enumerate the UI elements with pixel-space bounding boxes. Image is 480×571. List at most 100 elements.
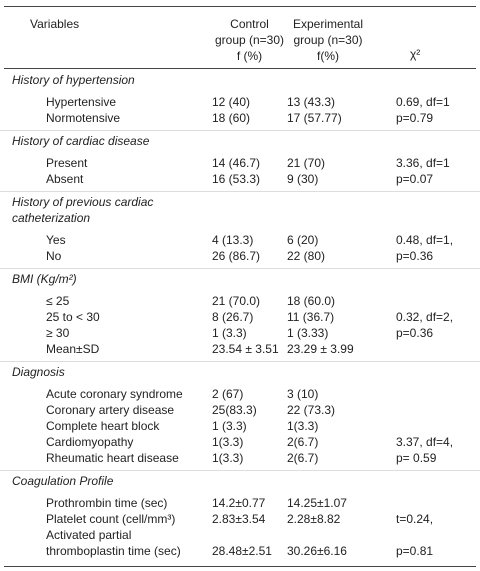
row-label: Cardiomyopathy bbox=[46, 435, 134, 449]
section-title: catheterization bbox=[12, 211, 91, 225]
chi-cell: 3.37, df=4, bbox=[396, 435, 454, 449]
experimental-cell: 23.29 ± 3.99 bbox=[287, 342, 354, 356]
control-cell: 23.54 ± 3.51 bbox=[212, 342, 279, 356]
experimental-cell: 22 (73.3) bbox=[287, 403, 336, 417]
chi-cell: 0.69, df=1 bbox=[396, 95, 450, 109]
control-cell: 2 (67) bbox=[212, 387, 244, 401]
table-row: Coronary artery disease 25(83.3) 22 (73.3) bbox=[0, 402, 480, 418]
header-cell: Control group (n=30) f (%) bbox=[212, 16, 287, 64]
section: History of previous cardiac catheterizati… bbox=[0, 191, 480, 264]
row-label: Yes bbox=[46, 233, 66, 247]
chi-cell: p= 0.59 bbox=[396, 451, 437, 465]
header-line: f (%) bbox=[236, 49, 263, 63]
header-line: Experimental bbox=[292, 17, 364, 31]
header-cell: χ² bbox=[410, 47, 421, 61]
section-rows: Yes 4 (13.3) 6 (20) 0.48, df=1, No 26 (86.7) 2… bbox=[0, 232, 480, 264]
control-cell: 1 (3.3) bbox=[212, 326, 247, 340]
experimental-cell: 13 (43.3) bbox=[287, 95, 336, 109]
header-line: group (n=30) bbox=[293, 33, 363, 47]
table-row: Normotensive 18 (60) 17 (57.77) p=0.79 bbox=[0, 110, 480, 126]
header-cell: Experimental group (n=30) f(%) bbox=[283, 16, 373, 64]
chi-cell: p=0.79 bbox=[396, 111, 434, 125]
control-cell: 25(83.3) bbox=[212, 403, 257, 417]
section-rows: Prothrombin time (sec) 14.2±0.77 14.25±1.0… bbox=[0, 495, 480, 559]
experimental-cell: 17 (57.77) bbox=[287, 111, 342, 125]
table-row: thromboplastin time (sec) 28.48±2.51 30.26… bbox=[0, 543, 480, 559]
row-label: 25 to < 30 bbox=[46, 310, 100, 324]
section: BMI (Kg/m²) ≤ 25 21 (70.0) 18 (60.0) 25 to <… bbox=[0, 268, 480, 357]
header-line: f(%) bbox=[317, 49, 339, 63]
experimental-cell: 30.26±6.16 bbox=[287, 544, 347, 558]
top-rule bbox=[4, 6, 476, 7]
experimental-cell: 21 (70) bbox=[287, 156, 326, 170]
row-label: Normotensive bbox=[46, 111, 121, 125]
table-row: ≥ 30 1 (3.3) 1 (3.33) p=0.36 bbox=[0, 325, 480, 341]
chi-cell: p=0.36 bbox=[396, 249, 434, 263]
section-rows: Acute coronary syndrome 2 (67) 3 (10) Coron… bbox=[0, 386, 480, 466]
header-cell: Variables bbox=[30, 17, 80, 31]
row-label: Hypertensive bbox=[46, 95, 117, 109]
experimental-cell: 2(6.7) bbox=[287, 435, 319, 449]
experimental-cell: 1(3.3) bbox=[287, 419, 319, 433]
row-label: Complete heart block bbox=[46, 419, 160, 433]
row-label: Platelet count (cell/mm³) bbox=[46, 512, 176, 526]
table-row: Platelet count (cell/mm³) 2.83±3.54 2.28±8… bbox=[0, 511, 480, 527]
row-label: ≥ 30 bbox=[46, 326, 70, 340]
control-cell: 14 (46.7) bbox=[212, 156, 261, 170]
control-cell: 21 (70.0) bbox=[212, 294, 261, 308]
section-title: History of previous cardiac bbox=[12, 195, 154, 209]
control-cell: 18 (60) bbox=[212, 111, 251, 125]
experimental-cell: 18 (60.0) bbox=[287, 294, 336, 308]
row-label: Acute coronary syndrome bbox=[46, 387, 183, 401]
section: Coagulation Profile Prothrombin time (sec… bbox=[0, 470, 480, 559]
header-rule bbox=[4, 68, 476, 69]
control-cell: 26 (86.7) bbox=[212, 249, 261, 263]
chi-cell: p=0.07 bbox=[396, 172, 434, 186]
chi-cell: 0.48, df=1, bbox=[396, 233, 454, 247]
section: History of hypertension Hypertensive 12 (4… bbox=[0, 70, 480, 126]
bottom-rule bbox=[4, 566, 476, 567]
section-rows: Hypertensive 12 (40) 13 (43.3) 0.69, df=1 No… bbox=[0, 94, 480, 126]
table-row: Present 14 (46.7) 21 (70) 3.36, df=1 bbox=[0, 155, 480, 171]
row-label: Absent bbox=[46, 172, 84, 186]
control-cell: 2.83±3.54 bbox=[212, 512, 266, 526]
experimental-cell: 3 (10) bbox=[287, 387, 319, 401]
section: Diagnosis Acute coronary syndrome 2 (67) 3 … bbox=[0, 361, 480, 466]
row-label: Mean±SD bbox=[46, 342, 100, 356]
chi-cell: 3.36, df=1 bbox=[396, 156, 450, 170]
control-cell: 1(3.3) bbox=[212, 451, 244, 465]
experimental-cell: 6 (20) bbox=[287, 233, 319, 247]
experimental-cell: 2(6.7) bbox=[287, 451, 319, 465]
chi-cell: t=0.24, bbox=[396, 512, 434, 526]
section-title: Coagulation Profile bbox=[12, 474, 114, 488]
table-header: Variables Control group (n=30) f (%) Exp… bbox=[0, 16, 480, 66]
table-row: 25 to < 30 8 (26.7) 11 (36.7) 0.32, df=2, bbox=[0, 309, 480, 325]
row-label: thromboplastin time (sec) bbox=[46, 544, 181, 558]
header-line: group (n=30) bbox=[214, 33, 285, 47]
row-label: Coronary artery disease bbox=[46, 403, 175, 417]
control-cell: 1(3.3) bbox=[212, 435, 244, 449]
section-title: Diagnosis bbox=[12, 365, 65, 379]
table-body: History of hypertension Hypertensive 12 (4… bbox=[0, 70, 480, 563]
control-cell: 4 (13.3) bbox=[212, 233, 254, 247]
row-label: Rheumatic heart disease bbox=[46, 451, 179, 465]
header-line: Control bbox=[230, 17, 269, 31]
row-label: Prothrombin time (sec) bbox=[46, 496, 168, 510]
experimental-cell: 9 (30) bbox=[287, 172, 319, 186]
chi-cell: p=0.36 bbox=[396, 326, 434, 340]
table-row: Yes 4 (13.3) 6 (20) 0.48, df=1, bbox=[0, 232, 480, 248]
chi-cell: p=0.81 bbox=[396, 544, 434, 558]
section-title: History of hypertension bbox=[12, 73, 135, 87]
chi-cell: 0.32, df=2, bbox=[396, 310, 454, 324]
table-row: Hypertensive 12 (40) 13 (43.3) 0.69, df=1 bbox=[0, 94, 480, 110]
table-row: Absent 16 (53.3) 9 (30) p=0.07 bbox=[0, 171, 480, 187]
row-label: Present bbox=[46, 156, 88, 170]
control-cell: 28.48±2.51 bbox=[212, 544, 272, 558]
section-title: History of cardiac disease bbox=[12, 134, 150, 148]
row-label: No bbox=[46, 249, 62, 263]
table-row: ≤ 25 21 (70.0) 18 (60.0) bbox=[0, 293, 480, 309]
section-rows: Present 14 (46.7) 21 (70) 3.36, df=1 Absent 1… bbox=[0, 155, 480, 187]
control-cell: 16 (53.3) bbox=[212, 172, 261, 186]
table-row: Activated partial bbox=[0, 527, 480, 543]
